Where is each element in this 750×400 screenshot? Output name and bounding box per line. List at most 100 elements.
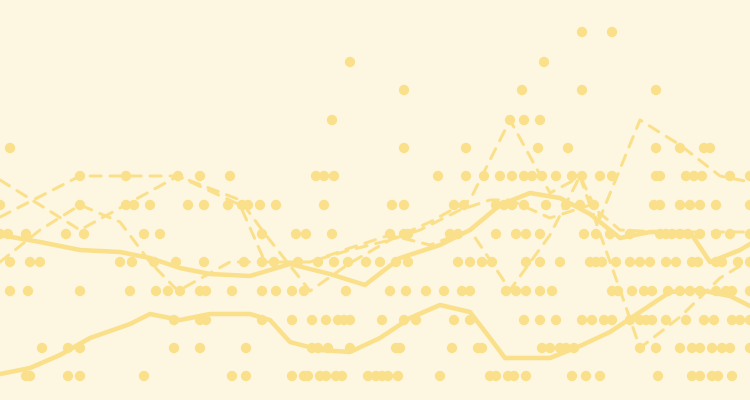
scatter-point-169 bbox=[340, 285, 352, 297]
scatter-point-153 bbox=[732, 256, 744, 268]
scatter-point-133 bbox=[452, 256, 464, 268]
scatter-point-269 bbox=[336, 370, 348, 382]
scatter-point-62 bbox=[386, 199, 398, 211]
scatter-point-145 bbox=[634, 256, 646, 268]
scatter-point-28 bbox=[328, 170, 340, 182]
scatter-point-239 bbox=[446, 342, 458, 354]
scatter-point-219 bbox=[646, 314, 658, 326]
scatter-point-11 bbox=[518, 114, 530, 126]
scatter-point-35 bbox=[526, 170, 538, 182]
scatter-point-4 bbox=[538, 56, 550, 68]
scatter-point-48 bbox=[744, 170, 750, 182]
scatter-point-227 bbox=[36, 342, 48, 354]
scatter-point-150 bbox=[692, 256, 704, 268]
scatter-point-184 bbox=[638, 285, 650, 297]
scatter-point-0 bbox=[4, 142, 16, 154]
scatter-point-143 bbox=[610, 256, 622, 268]
scatter-point-223 bbox=[708, 314, 720, 326]
scatter-point-213 bbox=[586, 314, 598, 326]
scatter-point-59 bbox=[254, 199, 266, 211]
scatter-point-274 bbox=[392, 370, 404, 382]
scatter-point-22 bbox=[120, 170, 132, 182]
scatter-point-163 bbox=[200, 285, 212, 297]
scatter-point-6 bbox=[516, 84, 528, 96]
scatter-point-289 bbox=[726, 370, 738, 382]
scatter-point-46 bbox=[696, 170, 708, 182]
scatter-point-85 bbox=[78, 228, 90, 240]
scatter-point-226 bbox=[744, 314, 750, 326]
scatter-point-90 bbox=[300, 228, 312, 240]
scatter-point-212 bbox=[576, 314, 588, 326]
scatter-point-172 bbox=[420, 285, 432, 297]
solid-series-line-4 bbox=[0, 287, 750, 377]
scatter-point-79 bbox=[710, 199, 722, 211]
scatter-point-88 bbox=[256, 228, 268, 240]
scatter-point-261 bbox=[226, 370, 238, 382]
scatter-point-8 bbox=[650, 84, 662, 96]
scatter-point-80 bbox=[744, 199, 750, 211]
scatter-point-262 bbox=[240, 370, 252, 382]
scatter-point-171 bbox=[400, 285, 412, 297]
scatter-point-165 bbox=[256, 285, 268, 297]
scatter-point-1 bbox=[576, 26, 588, 38]
scatter-point-243 bbox=[544, 342, 556, 354]
scatter-point-144 bbox=[624, 256, 636, 268]
scatter-point-102 bbox=[590, 228, 602, 240]
scatter-point-135 bbox=[476, 256, 488, 268]
scatter-point-139 bbox=[554, 256, 566, 268]
scatter-point-129 bbox=[360, 256, 372, 268]
scatter-point-232 bbox=[240, 342, 252, 354]
scatter-point-157 bbox=[74, 285, 86, 297]
scatter-point-177 bbox=[510, 285, 522, 297]
scatter-point-29 bbox=[432, 170, 444, 182]
scatter-point-258 bbox=[62, 370, 74, 382]
scatter-point-7 bbox=[576, 84, 588, 96]
scatter-point-183 bbox=[626, 285, 638, 297]
scatter-point-43 bbox=[654, 170, 666, 182]
scatter-point-200 bbox=[320, 314, 332, 326]
scatter-point-18 bbox=[674, 142, 686, 154]
dashed-series-line-0 bbox=[0, 118, 750, 350]
scatter-point-16 bbox=[562, 142, 574, 154]
scatter-point-148 bbox=[670, 256, 682, 268]
scatter-point-32 bbox=[494, 170, 506, 182]
scatter-point-14 bbox=[460, 142, 472, 154]
scatter-point-132 bbox=[402, 256, 414, 268]
scatter-point-87 bbox=[154, 228, 166, 240]
scatter-point-5 bbox=[398, 84, 410, 96]
scatter-point-117 bbox=[114, 256, 126, 268]
scatter-point-174 bbox=[456, 285, 468, 297]
scatter-point-60 bbox=[270, 199, 282, 211]
scatter-point-209 bbox=[518, 314, 530, 326]
scatter-point-27 bbox=[318, 170, 330, 182]
scatter-point-64 bbox=[448, 199, 460, 211]
scatter-point-198 bbox=[286, 314, 298, 326]
scatter-point-199 bbox=[306, 314, 318, 326]
scatter-point-214 bbox=[598, 314, 610, 326]
scatter-point-25 bbox=[224, 170, 236, 182]
scatter-point-277 bbox=[490, 370, 502, 382]
scatter-point-118 bbox=[126, 256, 138, 268]
scatter-point-116 bbox=[34, 256, 46, 268]
scatter-point-251 bbox=[694, 342, 706, 354]
scatter-point-112 bbox=[724, 228, 736, 240]
scatter-point-231 bbox=[194, 342, 206, 354]
scatter-point-248 bbox=[650, 342, 662, 354]
scatter-point-101 bbox=[578, 228, 590, 240]
scatter-point-76 bbox=[674, 199, 686, 211]
scatter-point-180 bbox=[546, 285, 558, 297]
scatter-point-173 bbox=[438, 285, 450, 297]
scatter-point-263 bbox=[286, 370, 298, 382]
solid-series-line-3 bbox=[0, 190, 750, 288]
scatter-point-86 bbox=[138, 228, 150, 240]
scatter-point-121 bbox=[198, 256, 210, 268]
scatter-point-230 bbox=[168, 342, 180, 354]
scatter-point-179 bbox=[534, 285, 546, 297]
scatter-point-17 bbox=[650, 142, 662, 154]
scatter-point-207 bbox=[448, 314, 460, 326]
scatter-point-222 bbox=[698, 314, 710, 326]
scatter-point-159 bbox=[150, 285, 162, 297]
scatter-point-113 bbox=[744, 228, 750, 240]
scatter-point-137 bbox=[520, 256, 532, 268]
scatter-point-130 bbox=[374, 256, 386, 268]
